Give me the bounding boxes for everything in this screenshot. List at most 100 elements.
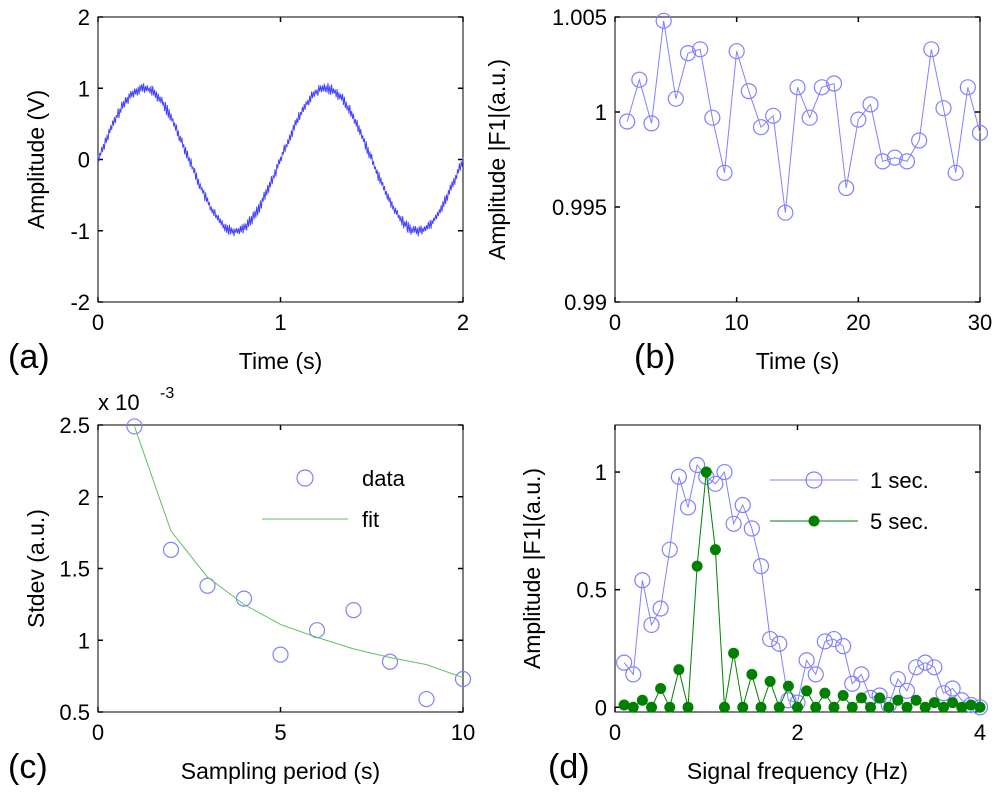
data-point	[700, 466, 712, 478]
data-point	[846, 701, 858, 713]
data-point	[631, 71, 648, 88]
x-tick-label: 10	[724, 310, 748, 335]
y-tick-label: 0.5	[59, 700, 90, 725]
data-point	[898, 682, 916, 699]
data-point	[643, 115, 660, 132]
data-point	[764, 675, 776, 687]
data-point	[928, 697, 940, 709]
data-point	[734, 496, 751, 514]
x-tick-label: 4	[974, 720, 986, 745]
y-tick-label: 2.5	[59, 413, 90, 438]
legend-entry: 5 sec.	[770, 509, 929, 534]
exponent-value: -3	[160, 385, 174, 402]
data-point	[886, 149, 903, 166]
data-point	[813, 79, 830, 96]
data-point	[728, 43, 745, 60]
data-point	[636, 694, 648, 706]
x-axis-label: Time (s)	[239, 348, 322, 374]
legend-marker	[805, 471, 823, 489]
data-point	[807, 666, 824, 683]
data-point	[728, 647, 740, 659]
y-tick-label: -2	[70, 290, 90, 315]
data-point	[740, 82, 757, 100]
data-point	[874, 153, 891, 170]
data-point	[810, 701, 822, 713]
data-point	[627, 701, 639, 713]
data-point	[780, 692, 797, 709]
data-point	[765, 107, 782, 124]
data-point	[418, 690, 435, 708]
data-point	[746, 668, 758, 680]
x-axis-label: Sampling period (s)	[181, 758, 380, 784]
series-line	[624, 471, 981, 709]
data-point	[917, 654, 934, 671]
series-line	[623, 463, 981, 708]
data-point	[691, 560, 703, 572]
x-tick-label: 0	[92, 720, 104, 745]
data-point	[616, 654, 633, 671]
series-amplitude	[619, 12, 989, 221]
panel-d: 0 2 4 0 0.5 1 Signal frequency (Hz) Amplitude |…	[519, 424, 989, 786]
data-point	[773, 701, 785, 713]
data-point	[956, 701, 968, 713]
x-tick-label: 30	[968, 310, 992, 335]
data-point	[664, 701, 676, 713]
y-axis-label: Stdev (a.u.)	[23, 509, 49, 628]
panel-b: 0 10 20 30 0.99 0.995 1 1.005 Time (s) Amplitude …	[484, 5, 992, 376]
y-axis-label: Amplitude |F1|(a.u.)	[519, 468, 545, 669]
y-tick-label: 1	[78, 76, 90, 101]
data-point	[661, 541, 678, 558]
data-point	[919, 701, 931, 713]
y-tick-label: 1	[78, 628, 90, 653]
data-point	[752, 119, 770, 136]
series-5-sec-	[618, 466, 986, 713]
legend-marker	[808, 515, 820, 527]
data-point	[692, 41, 709, 58]
legend-label: data	[362, 466, 406, 491]
data-point	[679, 499, 697, 516]
data-point	[652, 600, 669, 617]
data-point	[910, 694, 922, 706]
data-point	[199, 577, 216, 594]
y-tick-label: 0.5	[576, 578, 607, 603]
data-point	[965, 699, 977, 711]
data-point	[646, 701, 657, 713]
data-point	[789, 79, 806, 96]
data-point	[670, 468, 687, 485]
x-tick-label: 0	[609, 720, 621, 745]
data-point	[935, 100, 952, 117]
series-line	[626, 20, 981, 213]
data-point	[908, 659, 925, 676]
data-point	[743, 520, 760, 537]
data-point	[667, 90, 684, 107]
data-point	[844, 675, 861, 692]
y-tick-label: 1.005	[552, 5, 607, 30]
data-point	[782, 680, 794, 692]
data-point	[959, 79, 976, 96]
data-point	[883, 701, 895, 713]
data-point	[709, 544, 721, 556]
legend-label: fit	[362, 507, 379, 532]
data-point	[777, 204, 794, 221]
data-point	[634, 572, 651, 589]
data-point	[345, 602, 362, 619]
data-point	[947, 164, 964, 181]
y-tick-label: 1	[595, 460, 607, 485]
y-tick-label: 1	[595, 100, 607, 125]
data-point	[752, 558, 770, 575]
data-point	[926, 659, 943, 676]
legend-entry: 1 sec.	[770, 468, 929, 493]
data-point	[272, 646, 289, 663]
x-tick-label: 5	[274, 720, 286, 745]
legend-label: 1 sec.	[870, 468, 929, 493]
data-point	[625, 666, 642, 683]
data-point	[855, 692, 867, 704]
data-point	[947, 697, 959, 709]
legend-entry: data	[296, 466, 406, 491]
data-point	[655, 682, 667, 694]
panel-a: 0 1 2 -2 -1 0 1 2 Time (s) Amplitude (V) (a)	[8, 5, 469, 376]
series-line	[97, 82, 464, 237]
x-tick-label: 0	[92, 310, 104, 335]
series-signal	[97, 82, 464, 237]
